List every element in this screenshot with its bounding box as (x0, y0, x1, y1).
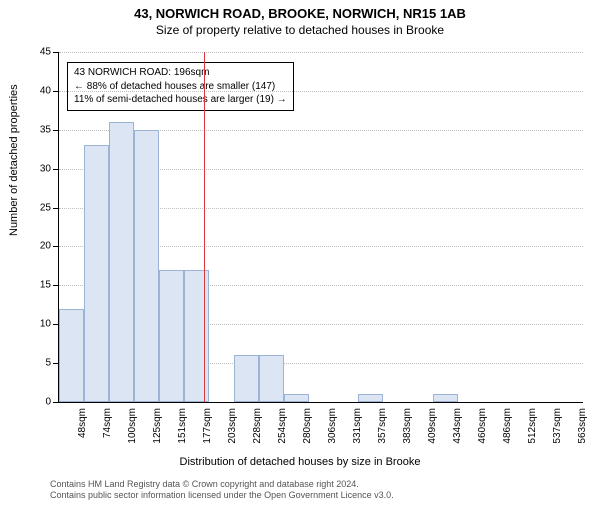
reference-line (204, 52, 205, 402)
gridline (59, 91, 583, 92)
y-tick-label: 25 (40, 202, 51, 213)
credit-text: Contains HM Land Registry data © Crown c… (0, 479, 600, 502)
credit-line2: Contains public sector information licen… (50, 490, 600, 502)
histogram-bar (134, 130, 159, 402)
credit-line1: Contains HM Land Registry data © Crown c… (50, 479, 600, 491)
histogram-bar (84, 145, 109, 402)
histogram-bar (358, 394, 383, 402)
x-tick-label: 434sqm (452, 402, 463, 458)
y-tick-label: 5 (45, 358, 51, 369)
annotation-box: 43 NORWICH ROAD: 196sqm ← 88% of detache… (67, 62, 294, 111)
y-tick (53, 169, 59, 170)
x-tick-label: 460sqm (477, 402, 488, 458)
x-tick-label: 486sqm (502, 402, 513, 458)
y-tick (53, 402, 59, 403)
y-tick (53, 246, 59, 247)
y-tick-label: 40 (40, 85, 51, 96)
x-tick-label: 512sqm (527, 402, 538, 458)
histogram-bar (259, 355, 284, 402)
y-tick-label: 45 (40, 47, 51, 58)
x-axis-label: Distribution of detached houses by size … (0, 456, 600, 468)
x-tick-label: 203sqm (227, 402, 238, 458)
chart-plot-area: 43 NORWICH ROAD: 196sqm ← 88% of detache… (58, 52, 583, 403)
x-tick-label: 280sqm (302, 402, 313, 458)
x-tick-label: 383sqm (402, 402, 413, 458)
y-tick (53, 208, 59, 209)
x-tick-label: 409sqm (427, 402, 438, 458)
y-tick-label: 15 (40, 280, 51, 291)
x-tick-label: 177sqm (202, 402, 213, 458)
x-tick-label: 228sqm (252, 402, 263, 458)
annotation-line3: 11% of semi-detached houses are larger (… (74, 93, 287, 107)
y-tick-label: 30 (40, 163, 51, 174)
x-tick-label: 48sqm (77, 402, 88, 458)
histogram-bar (433, 394, 458, 402)
gridline (59, 52, 583, 53)
x-tick-label: 331sqm (352, 402, 363, 458)
x-tick-label: 357sqm (377, 402, 388, 458)
y-tick (53, 52, 59, 53)
chart-title: 43, NORWICH ROAD, BROOKE, NORWICH, NR15 … (0, 6, 600, 21)
histogram-bar (59, 309, 84, 402)
x-tick-label: 306sqm (327, 402, 338, 458)
histogram-bar (234, 355, 259, 402)
histogram-bar (184, 270, 209, 402)
x-tick-label: 537sqm (552, 402, 563, 458)
y-tick (53, 91, 59, 92)
annotation-line1: 43 NORWICH ROAD: 196sqm (74, 66, 287, 80)
chart-container: 43, NORWICH ROAD, BROOKE, NORWICH, NR15 … (0, 6, 600, 506)
y-tick (53, 130, 59, 131)
y-tick-label: 10 (40, 319, 51, 330)
y-tick-label: 35 (40, 124, 51, 135)
x-tick-label: 151sqm (177, 402, 188, 458)
x-tick-label: 254sqm (277, 402, 288, 458)
histogram-bar (109, 122, 134, 402)
x-tick-label: 563sqm (577, 402, 588, 458)
x-tick-label: 74sqm (102, 402, 113, 458)
chart-subtitle: Size of property relative to detached ho… (0, 23, 600, 37)
x-tick-label: 100sqm (127, 402, 138, 458)
y-tick-label: 20 (40, 241, 51, 252)
y-tick-label: 0 (45, 397, 51, 408)
y-axis-label: Number of detached properties (8, 84, 20, 236)
y-tick (53, 285, 59, 286)
histogram-bar (159, 270, 184, 402)
x-tick-label: 125sqm (152, 402, 163, 458)
histogram-bar (284, 394, 309, 402)
